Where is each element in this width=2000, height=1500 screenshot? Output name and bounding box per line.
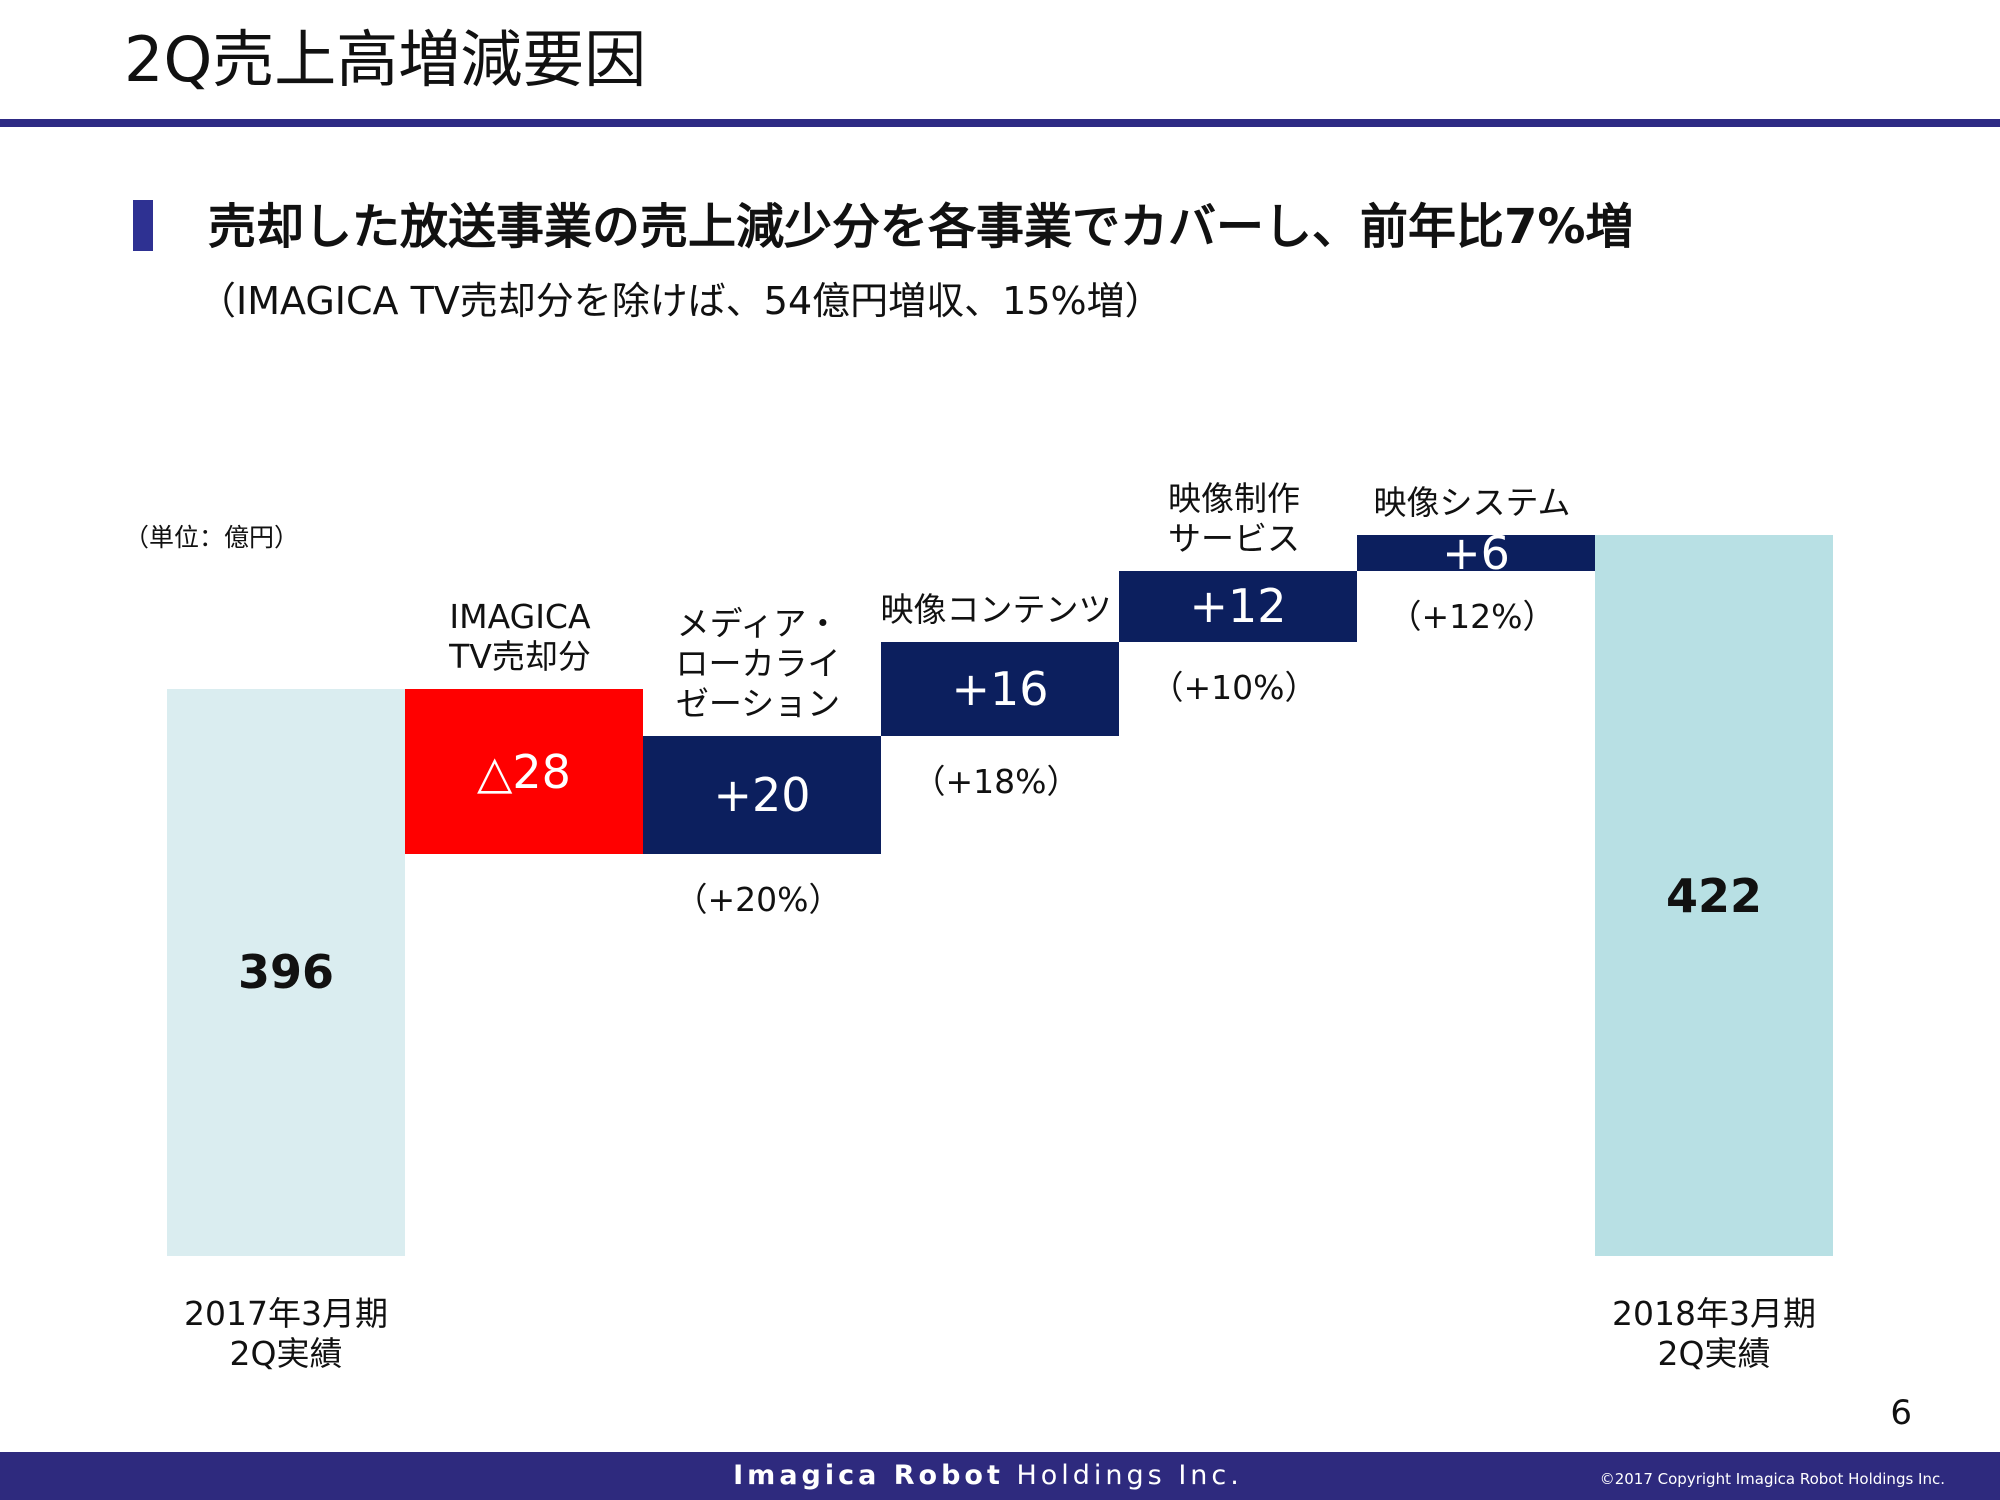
- footer-company: Imagica Robot Holdings Inc.: [0, 1460, 1976, 1491]
- value-label: △28: [477, 744, 571, 799]
- growth-label: （+12%）: [1388, 596, 1556, 636]
- headline-bullet: [133, 200, 153, 251]
- value-label: 422: [1665, 868, 1763, 923]
- value-label: +6: [1442, 526, 1510, 581]
- subtitle: （IMAGICA TV売却分を除けば、54億円増収、15%増）: [198, 279, 1163, 323]
- bar: [1357, 535, 1595, 571]
- page-number: 6: [1890, 1393, 1912, 1433]
- unit-label: （単位：億円）: [124, 523, 300, 552]
- slide-title: 2Q売上高増減要因: [124, 23, 647, 96]
- category-label: 映像制作 サービス: [1168, 478, 1300, 558]
- footer-bar: [0, 1452, 2000, 1500]
- value-label: +12: [1189, 579, 1287, 634]
- bar: [881, 641, 1119, 737]
- category-label: メディア・ ローカライ ゼーション: [675, 604, 841, 724]
- value-label: +20: [713, 768, 811, 823]
- company-rest: Holdings Inc.: [1016, 1460, 1243, 1491]
- company-bold: Imagica Robot: [733, 1460, 1004, 1491]
- copyright: ©2017 Copyright Imagica Robot Holdings I…: [1599, 1470, 1945, 1488]
- category-label: 2018年3月期 2Q実績: [1612, 1294, 1816, 1373]
- category-label: 2017年3月期 2Q実績: [184, 1294, 388, 1373]
- bar: [643, 736, 881, 855]
- bar: [1119, 570, 1357, 642]
- growth-label: （+20%）: [674, 880, 842, 920]
- bar: [405, 688, 643, 855]
- headline: 売却した放送事業の売上減少分を各事業でカバーし、前年比7%増: [208, 199, 1634, 255]
- category-label: IMAGICA TV売却分: [449, 596, 591, 676]
- bar: [1595, 535, 1833, 1256]
- value-label: 396: [237, 945, 335, 1000]
- value-label: +16: [951, 661, 1049, 716]
- category-label: 映像システム: [1373, 483, 1571, 523]
- title-rule: [0, 119, 2000, 127]
- bar: [167, 688, 405, 1256]
- growth-label: （+10%）: [1150, 667, 1318, 707]
- category-label: 映像コンテンツ: [880, 589, 1112, 629]
- growth-label: （+18%）: [912, 762, 1080, 802]
